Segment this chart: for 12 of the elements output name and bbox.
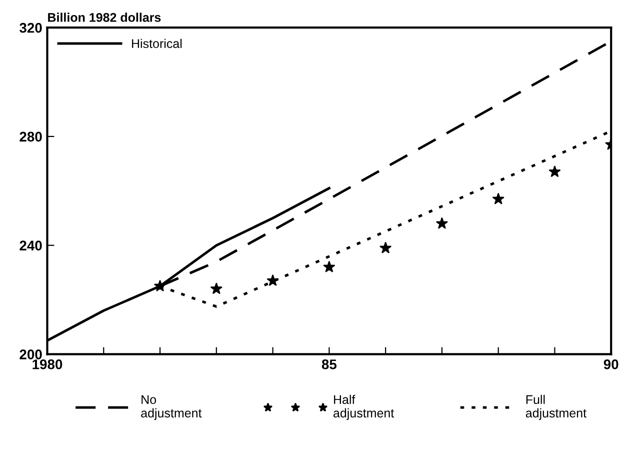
legend-label: Historical [132, 38, 182, 48]
y-tick-label: 200 [20, 350, 42, 360]
x-tick-label: 85 [322, 359, 337, 370]
y-tick-label: 240 [20, 240, 42, 251]
x-tick-label: 1980 [32, 359, 62, 370]
legend-label: No adjustment [141, 395, 202, 420]
x-tick-label: 90 [604, 359, 618, 370]
legend-label: Half adjustment [334, 394, 394, 420]
y-tick-label: 320 [20, 22, 42, 33]
y-tick-label: 280 [20, 132, 42, 142]
legend-label: Full adjustment [526, 394, 586, 420]
y-axis-title: Billion 1982 dollars [48, 12, 161, 22]
